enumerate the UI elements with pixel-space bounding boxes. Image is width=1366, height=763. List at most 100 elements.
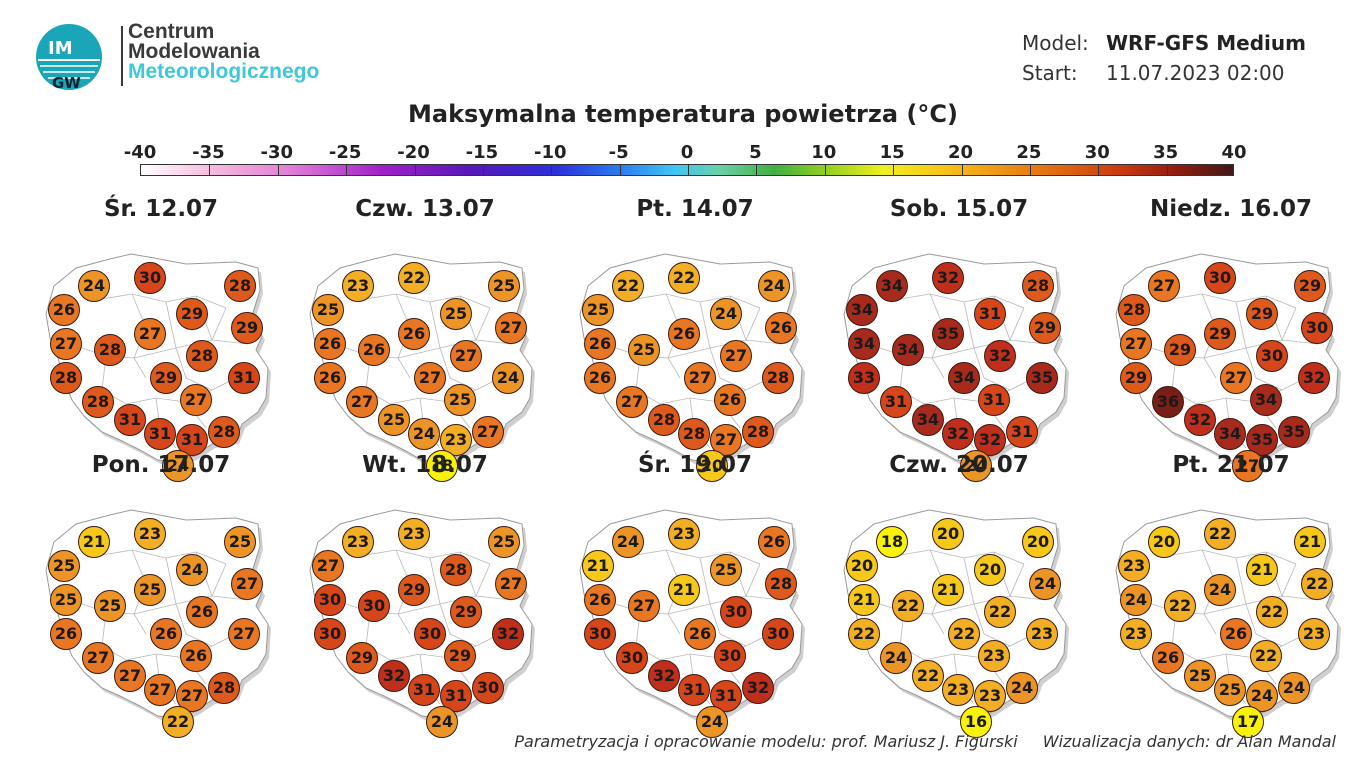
credit-visualization: Wizualizacja danych: dr Alan Mandal: [1042, 732, 1336, 751]
temperature-marker: 24: [408, 418, 440, 450]
temperature-marker: 27: [616, 386, 648, 418]
region-border: [165, 301, 177, 349]
temperature-marker: 22: [848, 618, 880, 650]
temperature-marker: 29: [398, 574, 430, 606]
temperature-marker: 30: [314, 584, 346, 616]
temperature-marker: 25: [582, 294, 614, 326]
scale-label: 5: [749, 142, 762, 163]
region-border: [1235, 557, 1247, 605]
temperature-marker: 32: [492, 618, 524, 650]
scale-tick: [893, 165, 895, 175]
temperature-marker: 29: [450, 596, 482, 628]
temperature-marker: 23: [1026, 618, 1058, 650]
temperature-marker: 29: [1294, 270, 1326, 302]
logo-divider: [121, 26, 123, 86]
temperature-marker: 25: [378, 404, 410, 436]
credits: Parametryzacja i opracowanie modelu: pro…: [514, 732, 1336, 751]
scale-label: -15: [465, 142, 499, 163]
scale-label: -30: [260, 142, 294, 163]
temperature-marker: 25: [444, 384, 476, 416]
temperature-marker: 28: [762, 362, 794, 394]
credit-model: Parametryzacja i opracowanie modelu: pro…: [514, 732, 1018, 751]
temperature-marker: 28: [208, 416, 240, 448]
temperature-marker: 18: [876, 526, 908, 558]
temperature-marker: 35: [1278, 416, 1310, 448]
temperature-marker: 30: [1204, 262, 1236, 294]
temperature-marker: 27: [231, 568, 263, 600]
temperature-marker: 31: [228, 362, 260, 394]
temperature-marker: 24: [78, 270, 110, 302]
scale-tick: [961, 165, 963, 175]
map-day-label: Pon. 17.07: [91, 452, 231, 478]
temperature-marker: 27: [1148, 270, 1180, 302]
temperature-marker: 28: [208, 672, 240, 704]
temperature-marker: 20: [932, 518, 964, 550]
forecast-map-panel: Czw. 20.07 18 20 20 20 20 24 21 21 22 22 22 22 23 23 24…: [834, 452, 1084, 738]
temperature-marker: 26: [50, 618, 82, 650]
temperature-marker: 28: [82, 386, 114, 418]
temperature-marker: 27: [1232, 450, 1264, 482]
temperature-marker: 24: [426, 706, 458, 738]
temperature-marker: 34: [848, 328, 880, 360]
temperature-marker: 27: [720, 340, 752, 372]
temperature-marker: 25: [440, 298, 472, 330]
temperature-marker: 22: [612, 270, 644, 302]
temperature-marker: 26: [358, 334, 390, 366]
temperature-marker: 26: [1220, 618, 1252, 650]
temperature-marker: 32: [1298, 362, 1330, 394]
temperature-marker: 27: [180, 384, 212, 416]
temperature-marker: 31: [678, 674, 710, 706]
scale-label: 35: [1153, 142, 1179, 163]
temperature-marker: 22: [892, 590, 924, 622]
temperature-marker: 29: [231, 312, 263, 344]
map-day-label: Niedz. 16.07: [1149, 196, 1313, 222]
scale-tick: [414, 165, 416, 175]
scale-tick: [688, 165, 689, 175]
temperature-marker: 31: [974, 298, 1006, 330]
forecast-map-panel: Pon. 17.07 21 23 25 25 24 27 25 25 25 26 26 26 27 26 27…: [36, 452, 286, 738]
temperature-marker: 24: [1278, 672, 1310, 704]
temperature-marker: 32: [942, 418, 974, 450]
temperature-marker: 22: [948, 618, 980, 650]
temperature-marker: 24: [710, 298, 742, 330]
temperature-marker: 30: [414, 618, 446, 650]
color-scale: -40 -35 -30 -25 -20 -15 -10 -5 0 5 10 15 20 25 30 35 40: [124, 142, 1247, 176]
model-info: Model: WRF-GFS Medium Start: 11.07.2023 02…: [1022, 28, 1306, 88]
temperature-marker: 28: [678, 418, 710, 450]
model-value: WRF-GFS Medium: [1106, 31, 1306, 55]
temperature-marker: 30: [134, 262, 166, 294]
temperature-marker: 27: [495, 312, 527, 344]
temperature-marker: 31: [114, 404, 146, 436]
temperature-marker: 29: [1120, 362, 1152, 394]
start-value: 11.07.2023 02:00: [1106, 61, 1285, 85]
temperature-marker: 29: [1029, 312, 1061, 344]
temperature-marker: 27: [228, 618, 260, 650]
temperature-marker: 28: [1022, 270, 1054, 302]
scale-tick: [824, 165, 826, 175]
scale-label: -10: [533, 142, 567, 163]
organization-name: Centrum Modelowania Meteorologicznego: [128, 21, 319, 82]
temperature-marker: 30: [714, 640, 746, 672]
temperature-marker: 30: [762, 618, 794, 650]
temperature-marker: 35: [1246, 424, 1278, 456]
temperature-marker: 27: [312, 550, 344, 582]
map-title: Maksymalna temperatura powietrza (°C): [408, 100, 958, 128]
temperature-marker: 34: [1214, 418, 1246, 450]
temperature-marker: 22: [984, 596, 1016, 628]
temperature-marker: 26: [584, 362, 616, 394]
temperature-marker: 26: [314, 362, 346, 394]
temperature-marker: 26: [186, 596, 218, 628]
forecast-map-panel: Pt. 21.07 20 22 21 23 21 22 24 24 22 22 26 23 23 22 26 2…: [1106, 452, 1356, 738]
temperature-marker: 26: [765, 312, 797, 344]
temperature-marker: 25: [312, 294, 344, 326]
temperature-marker: 36: [1152, 386, 1184, 418]
temperature-marker: 22: [1256, 596, 1288, 628]
temperature-marker: 28: [648, 404, 680, 436]
temperature-marker: 20: [1148, 526, 1180, 558]
temperature-marker: 25: [50, 584, 82, 616]
temperature-marker: 24: [1204, 574, 1236, 606]
scale-tick: [551, 165, 553, 175]
scale-label: 0: [680, 142, 694, 163]
temperature-marker: 23: [1120, 618, 1152, 650]
temperature-marker: 34: [846, 294, 878, 326]
